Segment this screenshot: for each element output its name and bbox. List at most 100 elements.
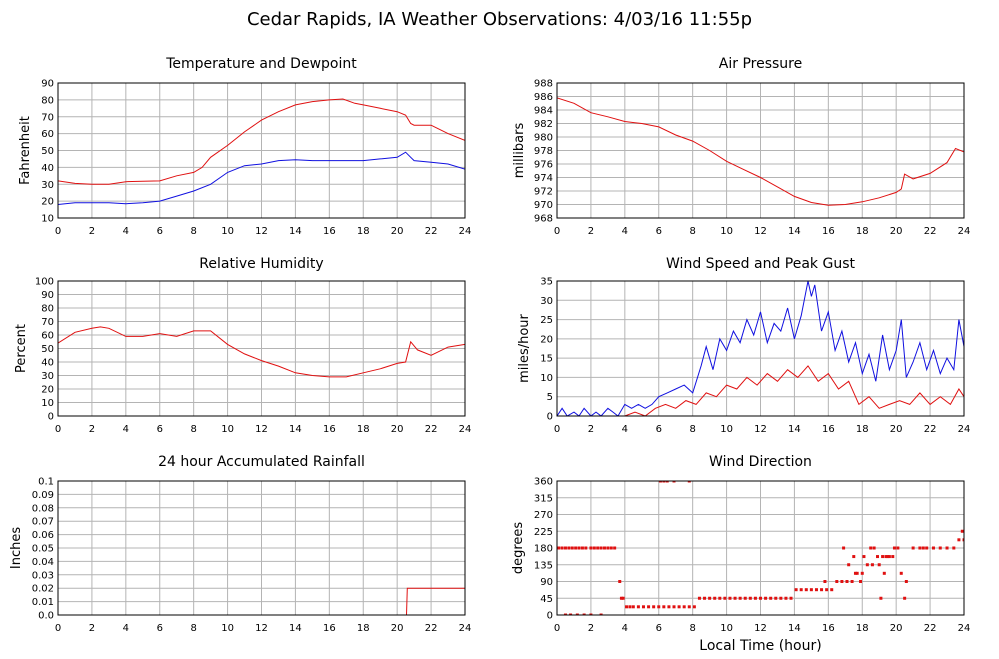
direction-point — [903, 596, 907, 600]
direction-point — [870, 563, 874, 567]
direction-point — [613, 546, 617, 550]
direction-point — [606, 546, 610, 550]
direction-ytick-label: 270 — [534, 510, 553, 521]
direction-xtick-label: 22 — [924, 623, 937, 634]
direction-point — [667, 605, 671, 609]
temperature-ytick-label: 10 — [41, 214, 54, 225]
direction-point — [652, 605, 656, 609]
direction-point — [596, 546, 600, 550]
rainfall-xtick-label: 16 — [323, 623, 336, 634]
pressure-xtick-label: 16 — [822, 226, 835, 237]
direction-point — [925, 546, 929, 550]
direction-point — [621, 596, 625, 600]
direction-point — [769, 596, 773, 600]
pressure-ytick-label: 978 — [534, 146, 553, 157]
wind-xtick-label: 22 — [924, 424, 937, 435]
direction-point — [557, 546, 561, 550]
direction-ytick-label: 45 — [540, 594, 553, 605]
direction-xtick-label: 8 — [689, 623, 695, 634]
humidity-ytick-label: 90 — [41, 290, 54, 301]
rainfall-ytick-label: 0.04 — [32, 557, 54, 568]
humidity-xtick-label: 2 — [89, 424, 95, 435]
direction-point — [865, 563, 869, 567]
wind-ylabel: miles/hour — [517, 313, 532, 382]
direction-point — [872, 546, 876, 550]
wind-ytick-label: 5 — [547, 392, 553, 403]
direction-point — [789, 596, 793, 600]
humidity-ytick-label: 0 — [48, 412, 54, 423]
direction-point — [852, 555, 856, 559]
direction-point — [743, 596, 747, 600]
temperature-xtick-label: 20 — [391, 226, 404, 237]
direction-point — [662, 481, 666, 483]
direction-point — [628, 605, 632, 609]
pressure-xtick-label: 18 — [856, 226, 869, 237]
humidity-ytick-label: 50 — [41, 344, 54, 355]
temperature-series-blue-line — [58, 151, 465, 205]
direction-point — [845, 580, 849, 583]
temperature-xtick-label: 10 — [221, 226, 234, 237]
direction-point — [567, 546, 571, 550]
humidity-ytick-label: 10 — [41, 398, 54, 409]
direction-point — [952, 546, 956, 550]
direction-point — [855, 571, 859, 575]
rainfall-ytick-label: 0.03 — [32, 570, 54, 581]
pressure-ytick-label: 976 — [534, 160, 553, 171]
rainfall-ytick-label: 0.07 — [32, 517, 54, 528]
pressure-ytick-label: 982 — [534, 119, 553, 130]
direction-point — [759, 596, 762, 600]
direction-point — [631, 605, 635, 609]
direction-point — [641, 605, 645, 609]
direction-point — [733, 596, 737, 600]
temperature-title: Temperature and Dewpoint — [165, 56, 357, 72]
humidity-ytick-label: 20 — [41, 385, 54, 396]
temperature-ytick-label: 60 — [41, 129, 54, 140]
direction-point — [830, 588, 834, 592]
direction-point — [569, 613, 573, 615]
temperature-ytick-label: 70 — [41, 112, 54, 123]
direction-point — [884, 555, 888, 559]
direction-point — [723, 596, 727, 600]
temperature-plot-frame — [57, 82, 466, 219]
direction-ytick-label: 360 — [534, 477, 553, 488]
direction-point — [882, 571, 886, 575]
wind-xtick-label: 0 — [554, 424, 560, 435]
direction-xtick-label: 4 — [622, 623, 628, 634]
direction-point — [677, 605, 681, 609]
rainfall-title: 24 hour Accumulated Rainfall — [158, 454, 365, 470]
direction-point — [574, 546, 578, 550]
pressure-ytick-label: 980 — [534, 133, 553, 144]
direction-title: Wind Direction — [709, 454, 812, 470]
rainfall-xtick-label: 8 — [190, 623, 196, 634]
direction-point — [728, 596, 732, 600]
temperature-xtick-label: 6 — [157, 226, 163, 237]
rainfall-xtick-label: 10 — [221, 623, 234, 634]
humidity-xtick-label: 0 — [55, 424, 61, 435]
direction-ylabel: degrees — [511, 522, 526, 575]
humidity-xtick-label: 18 — [357, 424, 370, 435]
humidity-xtick-label: 12 — [255, 424, 268, 435]
humidity-ytick-label: 100 — [35, 277, 54, 288]
pressure-ytick-label: 968 — [534, 214, 553, 225]
direction-point — [799, 588, 803, 592]
direction-xtick-label: 18 — [856, 623, 869, 634]
humidity-xtick-label: 20 — [391, 424, 404, 435]
rainfall-ytick-label: 0.09 — [32, 490, 54, 501]
rainfall-xtick-label: 6 — [157, 623, 163, 634]
direction-point — [636, 605, 640, 609]
wind-xtick-label: 24 — [958, 424, 971, 435]
direction-point — [599, 613, 603, 615]
humidity-xtick-label: 6 — [157, 424, 163, 435]
direction-point — [859, 580, 863, 583]
direction-xtick-label: 12 — [754, 623, 767, 634]
pressure-xtick-label: 14 — [788, 226, 801, 237]
direction-ytick-label: 180 — [534, 544, 553, 555]
direction-point — [881, 555, 885, 559]
direction-point — [938, 546, 942, 550]
direction-point — [862, 555, 866, 559]
wind-xtick-label: 18 — [856, 424, 869, 435]
direction-point — [823, 580, 827, 583]
wind-ytick-label: 10 — [540, 373, 553, 384]
